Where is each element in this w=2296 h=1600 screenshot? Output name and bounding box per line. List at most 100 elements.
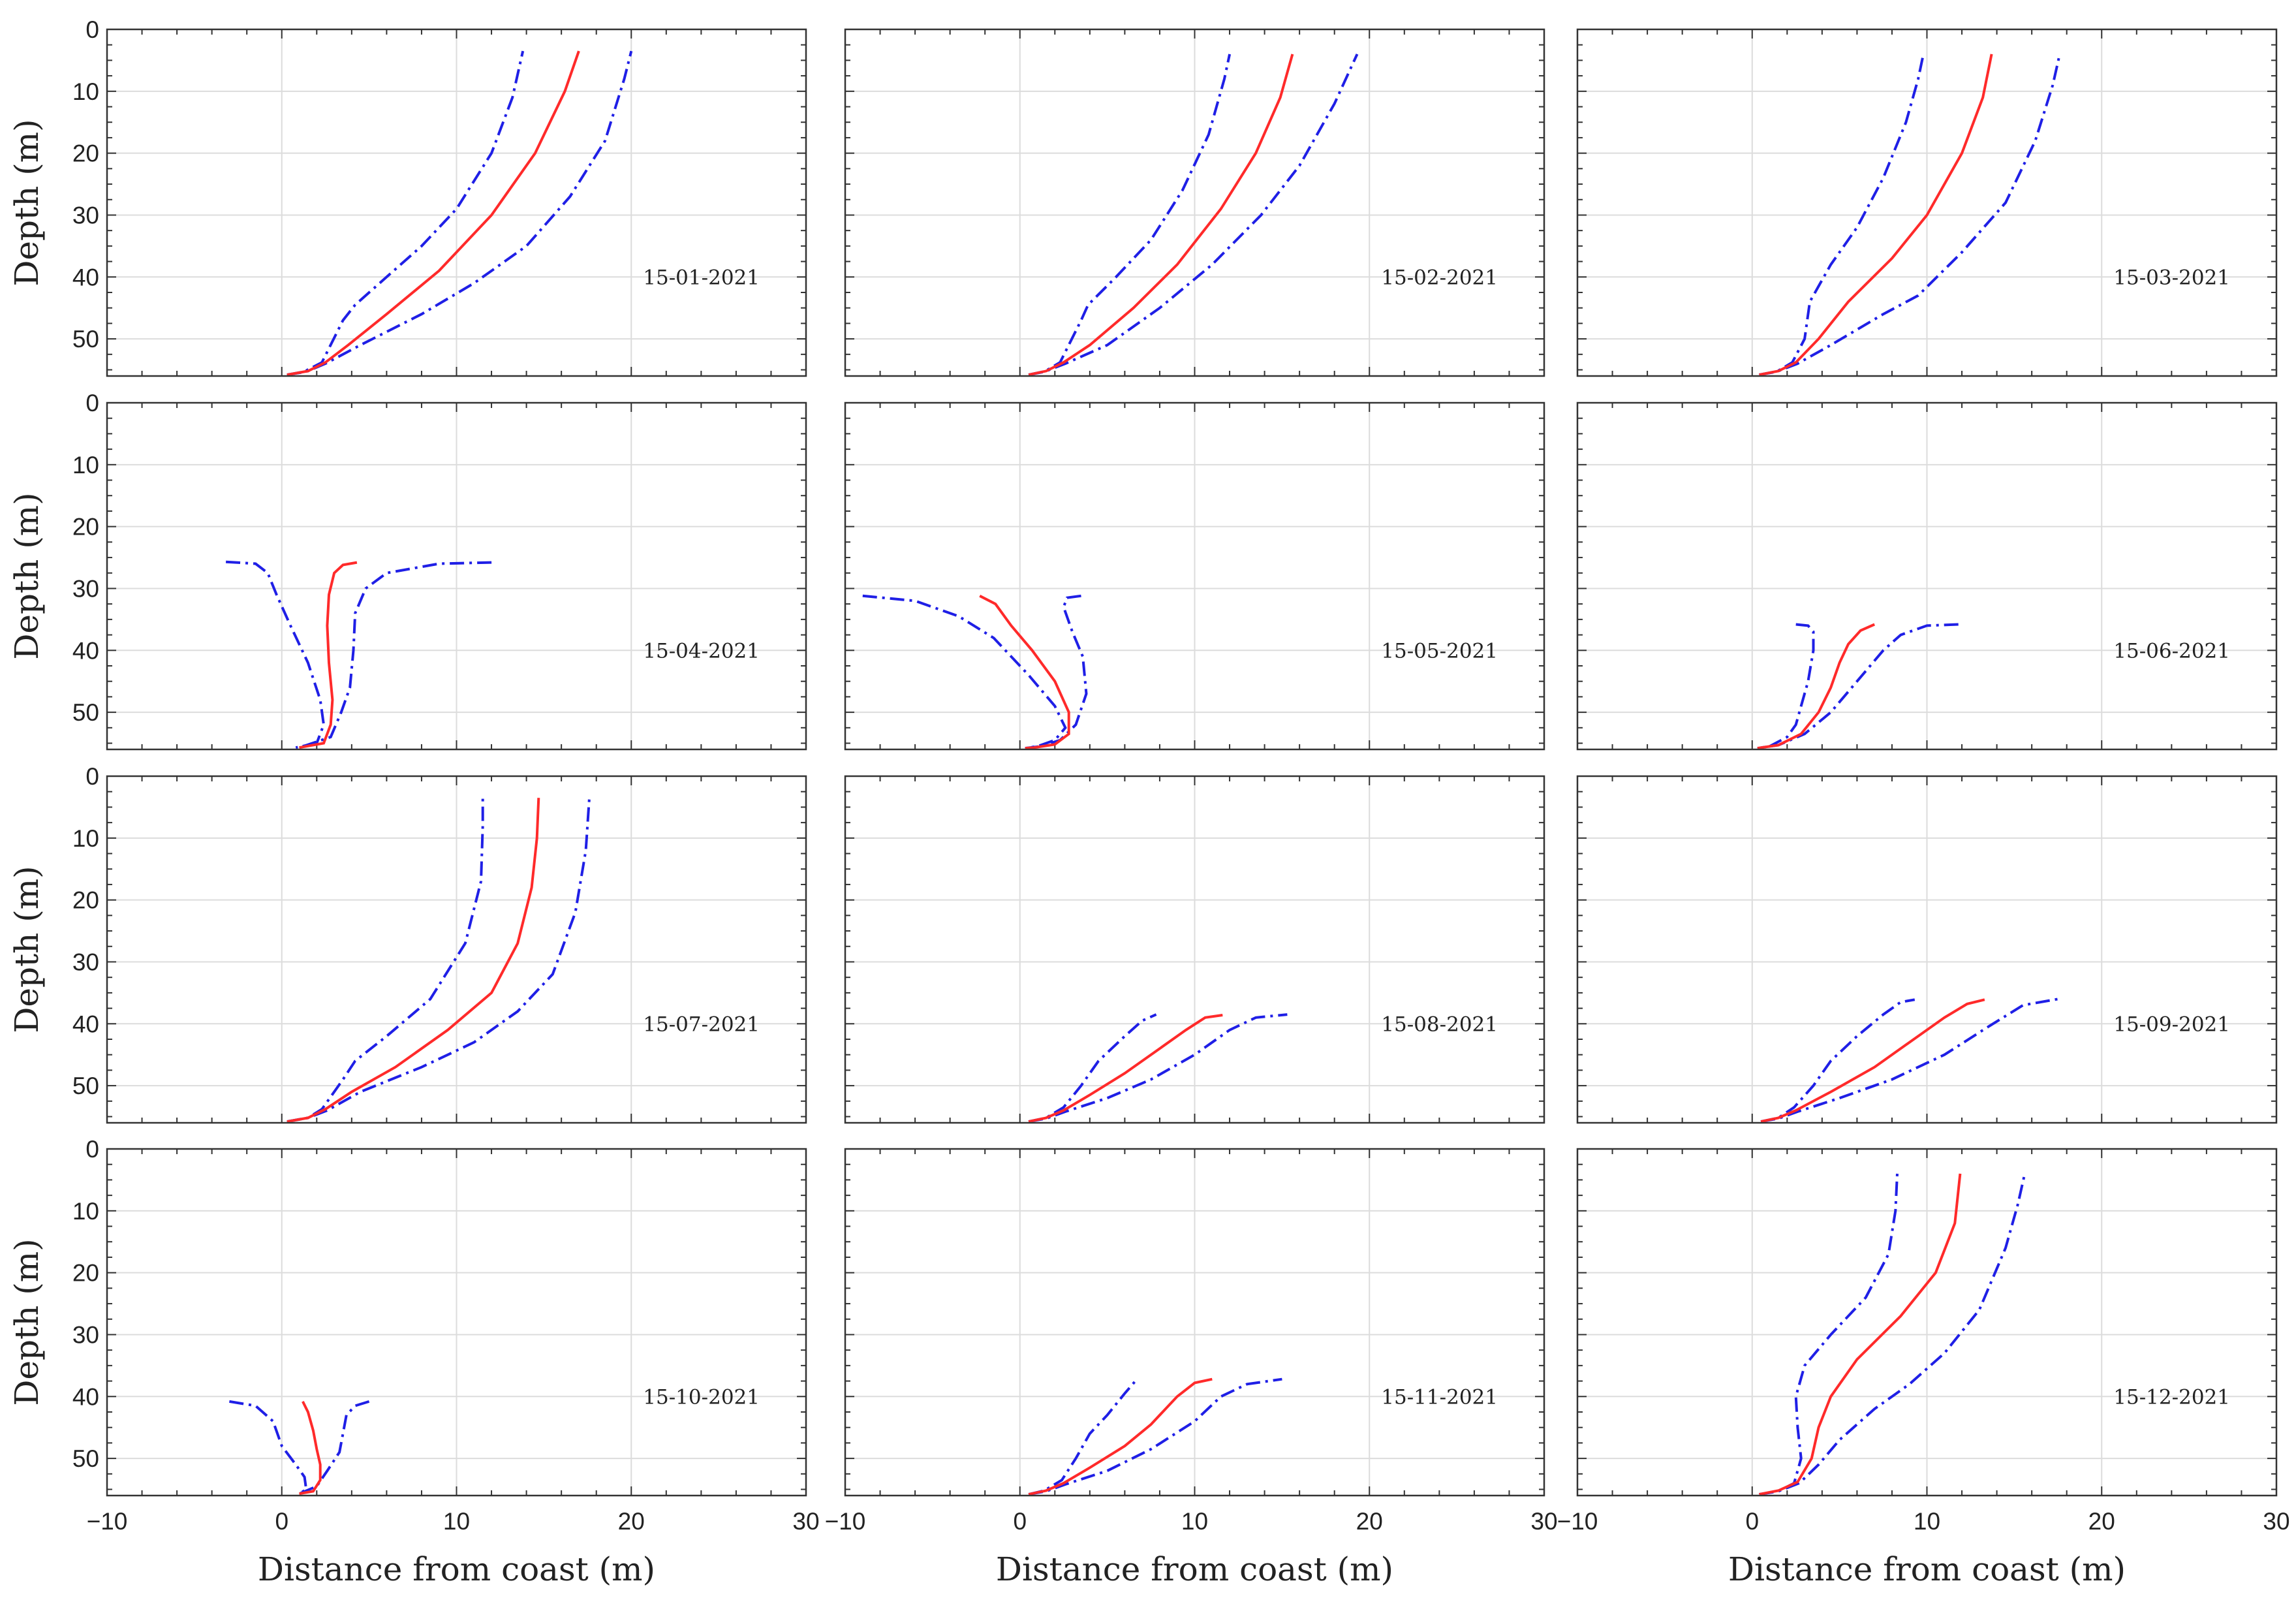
x-axis-title: Distance from coast (m) (1728, 1550, 2126, 1588)
panel-15-06-2021: 15-06-2021 (1576, 401, 2278, 751)
panel-frame (844, 28, 1545, 377)
y-tick-label: 10 (72, 452, 99, 478)
series-lower-bound (1028, 1378, 1138, 1496)
panel-15-03-2021: 15-03-2021 (1576, 28, 2278, 377)
y-tick-label: 30 (72, 949, 99, 975)
series-upper-bound (1760, 997, 2058, 1123)
panel-frame (844, 401, 1545, 751)
y-tick-label: 0 (85, 390, 99, 416)
series-mean (1757, 623, 1876, 750)
x-tick-label: −10 (825, 1508, 866, 1535)
panel-15-09-2021: 15-09-2021 (1576, 775, 2278, 1124)
date-label: 15-10-2021 (643, 1385, 760, 1409)
y-tick-label: 20 (72, 887, 99, 914)
series-lower-bound (225, 560, 326, 749)
date-label: 15-01-2021 (643, 266, 760, 289)
y-tick-label: 30 (72, 202, 99, 228)
series-upper-bound (1025, 594, 1088, 750)
y-axis-title: Depth (m) (8, 866, 46, 1033)
panel-15-12-2021: 15-12-2021 −10 0 10 20 30 Distance from coast … (1557, 1148, 2290, 1588)
x-tick-label: 0 (1013, 1508, 1027, 1535)
series-upper-bound (1028, 1013, 1288, 1123)
x-tick-label: 10 (1181, 1508, 1208, 1535)
series-lower-bound (229, 1400, 308, 1495)
y-tick-label: 20 (72, 140, 99, 167)
x-tick-label: 10 (443, 1508, 470, 1535)
x-tick-label: 30 (1530, 1508, 1557, 1535)
y-tick-label: 50 (72, 699, 99, 726)
x-tick-label: 20 (618, 1508, 645, 1535)
panel-frame (1576, 401, 2278, 751)
y-tick-label: 50 (72, 326, 99, 353)
y-tick-label: 0 (85, 763, 99, 790)
panel-15-07-2021: 15-07-2021 0 10 20 30 40 50 Depth (m) (8, 763, 807, 1124)
x-tick-label: 20 (2088, 1508, 2115, 1535)
panel-frame (844, 1148, 1545, 1497)
series-mean (1759, 54, 1993, 377)
series-mean (299, 561, 358, 749)
y-tick-label: 10 (72, 1198, 99, 1225)
y-tick-label: 50 (72, 1445, 99, 1472)
y-axis-title: Depth (m) (8, 119, 46, 286)
panel-15-05-2021: 15-05-2021 (844, 401, 1545, 751)
date-label: 15-08-2021 (1381, 1012, 1498, 1036)
date-label: 15-09-2021 (2113, 1012, 2230, 1036)
panel-15-10-2021: 15-10-2021 0 10 20 30 40 50 Depth (m) −10 0 10 20 30… (8, 1136, 820, 1588)
panel-frame (106, 28, 807, 377)
date-label: 15-04-2021 (643, 639, 760, 663)
series-lower-bound (862, 594, 1067, 750)
series-upper-bound (298, 561, 492, 749)
series-mean (287, 798, 540, 1123)
series-mean (1759, 1173, 1962, 1496)
date-label: 15-06-2021 (2113, 639, 2230, 663)
series-lower-bound (287, 50, 525, 377)
panels-layer: 15-01-2021 0 10 20 30 40 50 Depth (m) 15-02-2021… (8, 16, 2290, 1588)
y-tick-label: 30 (72, 1321, 99, 1348)
series-lower-bound (1757, 623, 1815, 750)
x-tick-label: 30 (2263, 1508, 2289, 1535)
panel-15-11-2021: 15-11-2021 −10 0 10 20 30 Distance from coast … (825, 1148, 1558, 1588)
panel-15-08-2021: 15-08-2021 (844, 775, 1545, 1124)
panel-frame (106, 775, 807, 1124)
x-tick-label: 20 (1356, 1508, 1383, 1535)
date-label: 15-07-2021 (643, 1012, 760, 1036)
x-tick-label: −10 (1557, 1508, 1598, 1535)
y-tick-label: 0 (85, 1136, 99, 1163)
y-tick-label: 50 (72, 1073, 99, 1099)
date-label: 15-12-2021 (2113, 1385, 2230, 1409)
y-tick-label: 40 (72, 264, 99, 290)
panel-frame (106, 1148, 807, 1497)
series-upper-bound (287, 50, 633, 377)
series-mean (287, 50, 580, 377)
y-tick-label: 30 (72, 575, 99, 602)
series-upper-bound (287, 798, 591, 1123)
series-upper-bound (1759, 1173, 2026, 1496)
date-label: 15-03-2021 (2113, 266, 2230, 289)
series-mean (1028, 1014, 1223, 1123)
panel-frame (844, 775, 1545, 1124)
series-mean (1028, 54, 1294, 377)
x-axis-title: Distance from coast (m) (258, 1550, 655, 1588)
y-tick-label: 20 (72, 1260, 99, 1287)
y-axis-title: Depth (m) (8, 1238, 46, 1405)
series-mean (979, 595, 1070, 750)
series-mean (299, 1401, 322, 1496)
y-tick-label: 40 (72, 1383, 99, 1410)
x-tick-label: 30 (792, 1508, 819, 1535)
date-label: 15-02-2021 (1381, 266, 1498, 289)
series-upper-bound (1757, 623, 1959, 750)
series-lower-bound (1028, 1013, 1157, 1123)
y-tick-label: 40 (72, 1011, 99, 1037)
y-tick-label: 40 (72, 637, 99, 664)
panel-frame (1576, 1148, 2278, 1497)
y-tick-label: 10 (72, 825, 99, 852)
panel-frame (106, 401, 807, 751)
y-tick-label: 20 (72, 514, 99, 541)
y-axis-title: Depth (m) (8, 492, 46, 659)
panel-15-04-2021: 15-04-2021 0 10 20 30 40 50 Depth (m) (8, 390, 807, 751)
series-mean (1028, 1377, 1213, 1496)
series-mean (1760, 998, 1985, 1123)
panel-15-01-2021: 15-01-2021 0 10 20 30 40 50 Depth (m) (8, 16, 807, 377)
series-upper-bound (1028, 1377, 1282, 1496)
